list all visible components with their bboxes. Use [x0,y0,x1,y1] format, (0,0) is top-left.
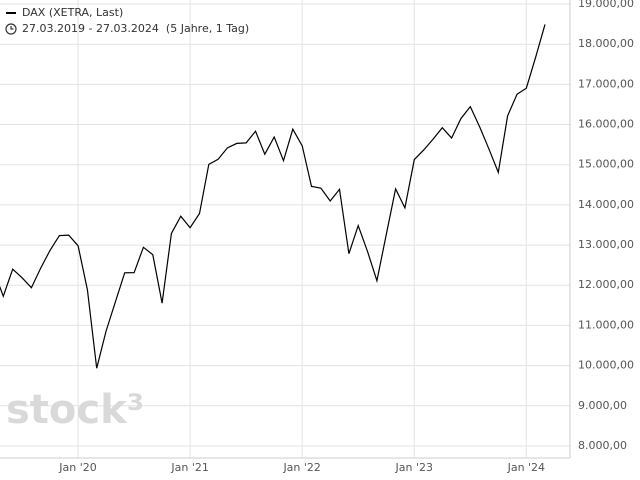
clock-hands [10,26,14,30]
clock-icon [5,23,17,35]
y-tick-label: 16.000,00 [578,118,634,131]
y-tick-label: 9.000,00 [578,399,627,412]
y-tick-label: 13.000,00 [578,238,634,251]
x-tick-label: Jan '22 [282,461,320,474]
x-tick-label: Jan '23 [395,461,433,474]
y-tick-label: 17.000,00 [578,77,634,90]
line-series [0,24,546,369]
plot [0,24,546,369]
x-tick-label: Jan '24 [507,461,545,474]
y-tick-label: 11.000,00 [578,318,634,331]
y-tick-label: 19.000,00 [578,0,634,10]
y-tick-label: 10.000,00 [578,359,634,372]
watermark: stock³ [6,387,144,433]
legend-label: DAX (XETRA, Last) [22,6,123,19]
y-tick-label: 14.000,00 [578,198,634,211]
x-tick-label: Jan '20 [58,461,96,474]
y-tick-label: 8.000,00 [578,439,627,452]
y-tick-label: 15.000,00 [578,158,634,171]
grid: 8.000,00 9.000,00 10.000,00 11.000,00 12.000… [0,0,634,474]
y-tick-label: 18.000,00 [578,37,634,50]
y-tick-label: 12.000,00 [578,278,634,291]
x-tick-label: Jan '21 [170,461,208,474]
subtitle: 27.03.2019 - 27.03.2024 (5 Jahre, 1 Tag) [22,22,249,35]
